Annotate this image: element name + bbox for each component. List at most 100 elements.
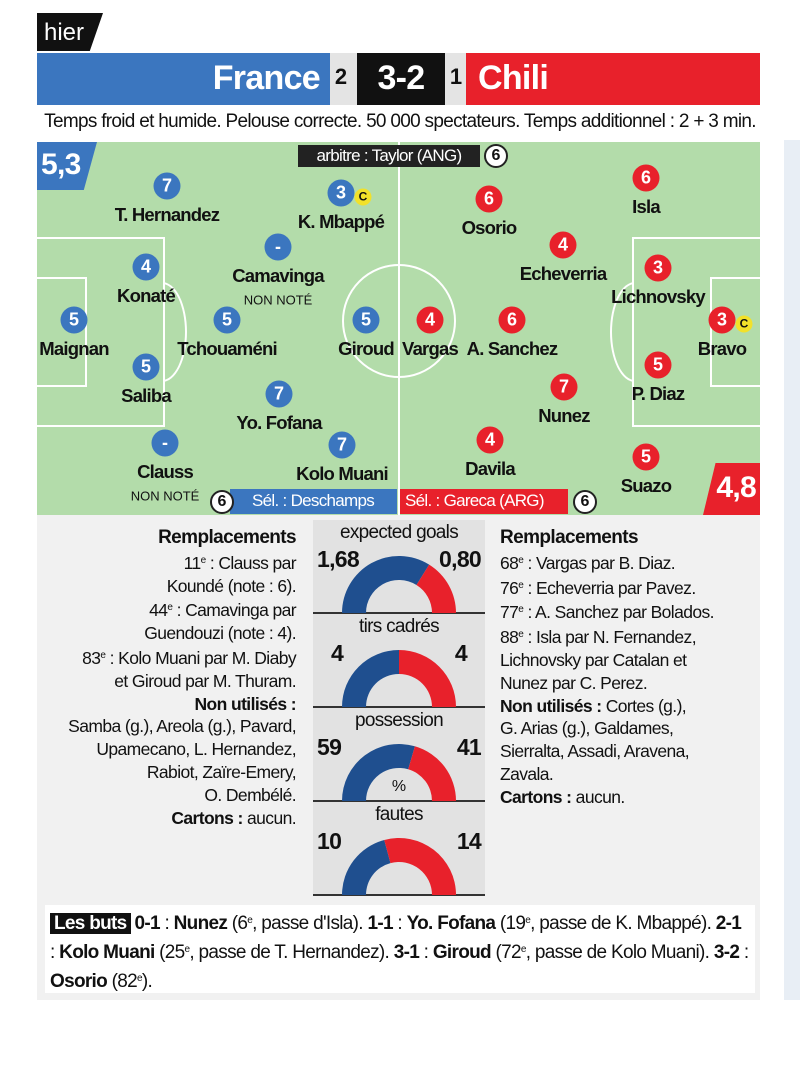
goal-score: 2-1 [715,913,742,934]
minute: 11 [183,552,202,573]
line-text: Koundé (note : 6). [166,575,297,596]
goals-summary: Les buts 0-1 : Nunez (6e, passe d'Isla). … [45,905,755,993]
player-name: Clauss [137,461,194,482]
player-rating: 4 [416,306,444,334]
player-name: Isla [632,196,660,217]
stat-label: fautes [375,804,423,825]
goal-minute: 25 [164,942,185,963]
gauge-home-segment [342,650,399,707]
stat-gauge [342,744,456,801]
player-name: Giroud [338,338,395,359]
player-rating: 4 [549,231,577,259]
stat-gauge [342,650,456,707]
stat-panel-fautes: fautes 10 14 [313,802,485,896]
line-text: Zavala. [500,763,554,784]
captain-badge: C [735,315,753,333]
player-name: Tchouaméni [177,338,277,359]
text-line: Samba (g.), Areola (g.), Pavard, [40,715,296,738]
minute: 88 [500,627,519,648]
player-name: Konaté [117,285,176,306]
player-rating: 5 [644,351,672,379]
match-conditions: Temps froid et humide. Pelouse correcte.… [44,111,756,132]
player-rating: 6 [632,164,660,192]
goal-minute-suffix: e [520,944,527,955]
player-name: A. Sanchez [466,338,559,359]
text-line: Koundé (note : 6). [40,575,297,598]
line-heading: Non utilisés : [194,693,297,714]
goals-title: Les buts [50,913,131,934]
player-name: Camavinga [232,265,324,286]
player-rating: 3 [708,306,736,334]
text-line: 83e : Kolo Muani par M. Diaby [40,645,296,670]
stat-label: tirs cadrés [359,616,440,637]
goal-score: 0-1 [134,913,161,934]
referee-note: 6 [484,144,508,168]
home-substitutions: Remplacements 11e : Clauss par Koundé (not… [40,527,296,829]
goal-detail: , passe de T. Hernandez). [189,942,390,963]
stat-home-value: 4 [331,640,344,666]
line-text: O. Dembélé. [204,784,296,805]
line-text: : Clauss par [205,552,297,573]
line-text: : Camavinga par [172,600,297,621]
goal-minute: 19 [505,913,526,934]
player-status: NON NOTÉ [243,292,313,308]
text-line: Upamecano, L. Hernandez, [40,738,296,761]
line-text: et Giroud par M. Thuram. [114,670,296,691]
away-team-rating: 4,8 [703,463,760,515]
line-text: Nunez par C. Perez. [500,672,648,693]
player-name: Vargas [402,338,459,359]
stat-unit: % [391,778,407,795]
line-text: Lichnovsky par Catalan et [500,649,687,670]
text-line: Zavala. [500,763,760,786]
goal-score: 3-2 [713,942,740,963]
stat-gauge [342,556,456,613]
line-text: Rabiot, Zaïre-Emery, [146,761,297,782]
left-goal-area [37,277,87,387]
section-tag: hier [37,13,103,51]
player-rating: 5 [352,306,380,334]
player-name: Nunez [538,405,590,426]
minute-suffix: e [518,629,524,641]
text-line: Nunez par C. Perez. [500,672,760,695]
goal-minute: 6 [237,913,248,934]
away-team-name: Chili [466,53,760,105]
minute-suffix: e [518,554,524,566]
player-rating: 5 [132,353,160,381]
away-substitutions: Remplacements 68e : Vargas par B. Diaz. 76… [500,527,760,809]
text-line: Cartons : aucun. [40,807,296,830]
stats-column: expected goals 1,68 0,80 tirs cadrés 4 4 posse… [313,520,485,896]
player-rating: 5 [60,306,88,334]
text-line: 68e : Vargas par B. Diaz. [500,550,760,575]
captain-badge: C [354,188,372,206]
player-rating: 3 [327,179,355,207]
player-rating: 6 [498,306,526,334]
minute: 68 [500,552,519,573]
line-text: Cortes (g.), [601,695,687,716]
minute-suffix: e [200,554,207,566]
line-text: Samba (g.), Areola (g.), Pavard, [68,716,296,737]
player-name: Maignan [39,338,109,359]
stat-home-value: 59 [317,734,342,760]
line-text: : Kolo Muani par M. Diaby [105,647,297,668]
line-text: : Isla par N. Fernandez, [523,627,696,648]
player-name: Kolo Muani [296,463,388,484]
player-rating: 7 [153,172,181,200]
text-line: et Giroud par M. Thuram. [40,670,296,693]
halftime-home: 2 [334,64,348,89]
goal-minute-suffix: e [184,944,191,955]
text-line: Sierralta, Assadi, Aravena, [500,740,760,763]
line-text: : Echeverria par Pavez. [523,577,696,598]
player-name: Yo. Fofana [236,412,322,433]
goal-detail: , passe de Kolo Muani). [525,942,710,963]
stat-panel-possession: possession 59 41% [313,708,485,802]
away-coach: Sél. : Gareca (ARG) [400,489,568,514]
right-penalty-area [632,237,760,427]
goal-scorer: Nunez [173,913,228,934]
line-text: Guendouzi (note : 4). [144,623,296,644]
column-title: Remplacements [500,527,639,548]
player-name: Echeverria [519,263,607,284]
center-circle [342,264,456,378]
minute-suffix: e [100,649,106,661]
line-text: : Vargas par B. Diaz. [523,552,676,573]
goal-detail: , passe de K. Mbappé). [530,913,712,934]
